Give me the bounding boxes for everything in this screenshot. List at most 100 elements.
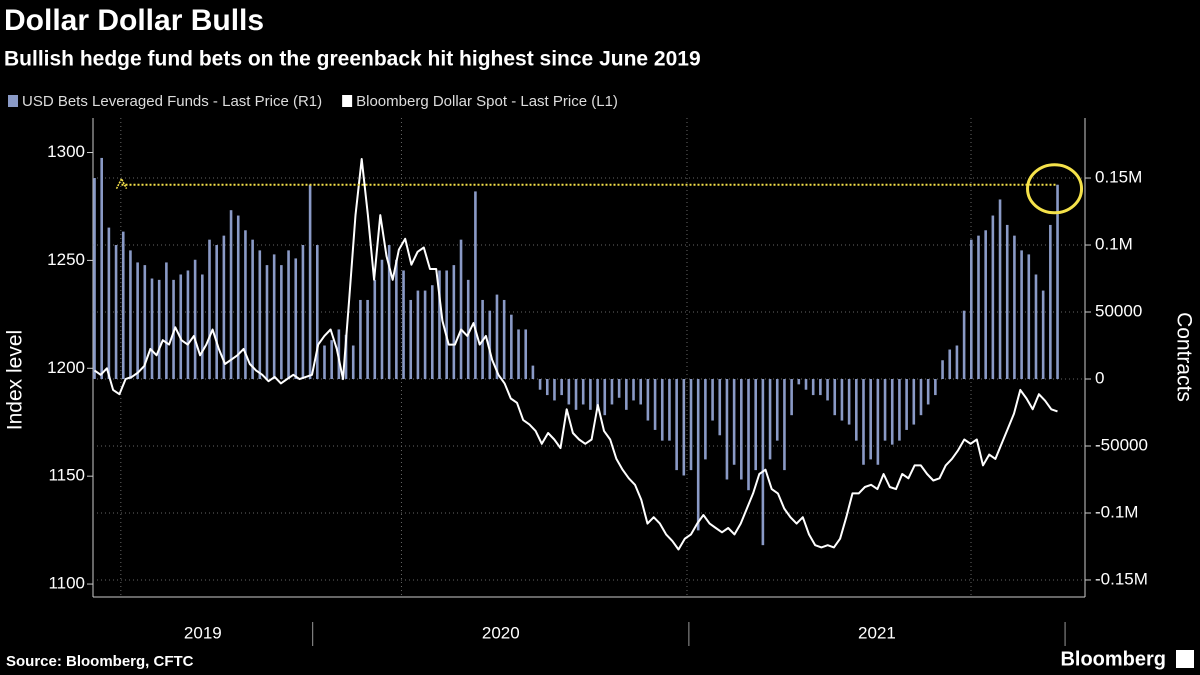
bar xyxy=(258,250,262,380)
bar xyxy=(883,379,887,441)
bar xyxy=(962,310,966,380)
bar xyxy=(1049,224,1052,380)
y2-tick-label: 0 xyxy=(1095,368,1104,387)
bar xyxy=(344,334,348,380)
bar xyxy=(610,379,614,405)
bar xyxy=(869,379,872,460)
bar xyxy=(725,379,729,480)
y-axis-label: Index level xyxy=(4,330,27,430)
bar xyxy=(474,191,477,380)
bar xyxy=(653,379,657,430)
bar xyxy=(502,299,506,380)
bar xyxy=(1005,224,1009,380)
bar xyxy=(998,199,1002,380)
bar xyxy=(330,340,333,380)
bar xyxy=(129,250,132,380)
bar xyxy=(495,294,499,380)
bar xyxy=(941,360,944,380)
y2-tick-label: -50000 xyxy=(1095,435,1148,454)
bar xyxy=(150,278,154,380)
bar xyxy=(811,379,815,396)
bar xyxy=(1041,290,1045,380)
bar xyxy=(287,250,290,380)
bar xyxy=(114,245,118,380)
bar xyxy=(236,215,240,380)
bar xyxy=(1027,254,1031,380)
chart-subtitle: Bullish hedge fund bets on the greenback… xyxy=(4,48,701,71)
bar xyxy=(459,239,463,380)
bar xyxy=(840,379,844,421)
bar xyxy=(926,379,930,405)
bar xyxy=(366,299,369,380)
chart-title: Dollar Dollar Bulls xyxy=(4,4,264,37)
bar xyxy=(387,245,391,380)
bar xyxy=(222,235,226,380)
bar xyxy=(689,379,693,471)
bar xyxy=(991,215,995,380)
bar xyxy=(625,379,628,410)
bar xyxy=(718,379,722,436)
bar xyxy=(402,270,405,380)
bar xyxy=(1013,235,1016,380)
bar xyxy=(265,265,269,380)
bar xyxy=(373,279,377,380)
y2-tick-label: 50000 xyxy=(1095,301,1142,320)
bar xyxy=(452,265,456,380)
bar xyxy=(165,262,168,380)
bar xyxy=(704,379,707,460)
highlight-circle xyxy=(1026,163,1084,215)
bar xyxy=(323,345,326,380)
bar xyxy=(768,379,772,460)
bar xyxy=(93,178,96,380)
bar xyxy=(466,279,470,380)
bar xyxy=(438,270,441,380)
bar xyxy=(560,379,563,396)
bar xyxy=(251,239,254,380)
bar xyxy=(380,259,384,380)
bar xyxy=(430,285,434,380)
bar xyxy=(538,379,542,390)
source-note: Source: Bloomberg, CFTC xyxy=(6,653,194,670)
y2-tick-label: -0.15M xyxy=(1095,569,1148,588)
bar xyxy=(581,379,585,405)
legend-swatch xyxy=(342,95,353,107)
bar xyxy=(984,230,987,380)
bar xyxy=(747,379,750,491)
bar xyxy=(395,259,398,380)
bar xyxy=(100,157,103,380)
brand-logo: Bloomberg xyxy=(1060,648,1166,670)
y-tick-label: 1150 xyxy=(48,466,85,485)
bar xyxy=(553,379,556,401)
bar xyxy=(905,379,908,430)
bar xyxy=(890,379,894,445)
bar xyxy=(567,379,571,405)
bar xyxy=(955,345,959,380)
y2-axis-label: Contracts xyxy=(1172,312,1195,402)
bar xyxy=(862,379,865,465)
bar xyxy=(545,379,549,396)
bar xyxy=(510,314,513,380)
bar xyxy=(977,235,980,380)
legend-swatch xyxy=(8,95,18,107)
bar xyxy=(804,379,808,390)
y-tick-label: 1200 xyxy=(47,358,85,377)
bar xyxy=(574,379,578,410)
bar xyxy=(301,245,305,380)
bar xyxy=(948,349,952,380)
reference-arrow xyxy=(115,177,128,190)
bar xyxy=(919,379,923,416)
bar xyxy=(589,379,592,410)
bar xyxy=(969,239,973,380)
bar xyxy=(682,379,686,476)
bar xyxy=(359,299,362,380)
bar xyxy=(1056,184,1059,380)
bar xyxy=(409,299,413,380)
bar xyxy=(934,379,937,396)
bar xyxy=(193,259,197,380)
bar xyxy=(754,379,757,471)
bar xyxy=(790,379,793,416)
bar xyxy=(783,379,786,471)
bar xyxy=(186,270,190,380)
bar xyxy=(423,290,427,380)
